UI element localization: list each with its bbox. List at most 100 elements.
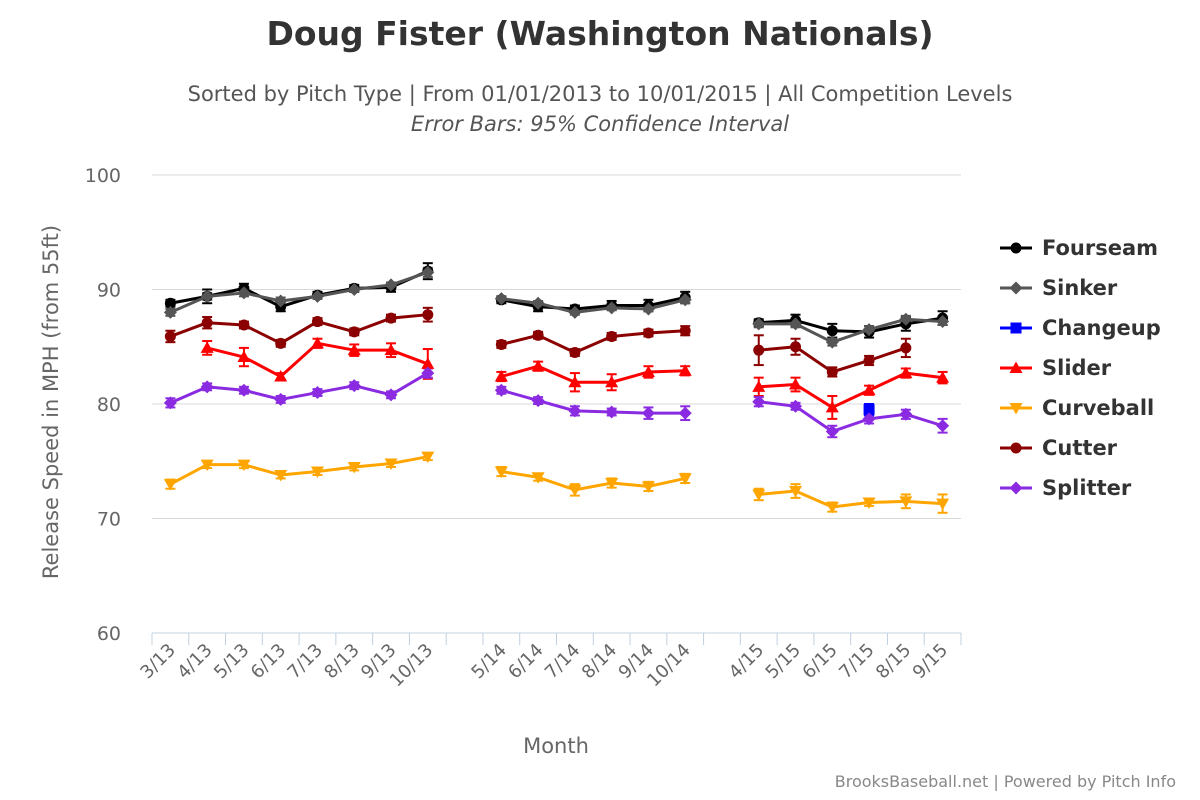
data-point-splitter [862,412,876,426]
legend-label-splitter: Splitter [1042,476,1132,500]
data-point-slider [200,341,214,353]
series-line-slider [500,364,686,384]
data-point-slider [605,375,619,388]
data-point-sinker [237,286,251,300]
data-point-sinker [605,301,619,315]
data-point-slider [421,357,435,369]
data-point-curveball [200,459,214,472]
data-point-slider [494,370,508,382]
data-point-cutter [826,366,838,378]
legend-item-splitter[interactable]: Splitter [1000,476,1132,500]
chart-subtitle-error-bars: Error Bars: 95% Confidence Interval [410,112,790,136]
series-line-splitter [758,400,944,433]
data-point-splitter [163,396,177,410]
data-point-cutter [790,341,802,353]
legend-label-cutter: Cutter [1042,436,1118,460]
data-point-slider [789,378,803,390]
x-tick-label: 8/14 [578,640,621,683]
data-point-cutter [753,344,765,356]
legend-label-curveball: Curveball [1042,396,1154,420]
data-point-fourseam [826,325,838,337]
data-point-sinker [347,283,361,296]
data-point-curveball [494,466,508,479]
data-point-splitter [825,424,839,438]
data-point-cutter [532,329,544,341]
series-line-splitter [169,371,429,405]
data-point-sinker [641,302,655,316]
legend-label-sinker: Sinker [1042,276,1118,300]
legend-marker-sinker [1009,281,1023,295]
data-point-splitter [531,394,545,408]
data-point-slider [862,383,876,396]
data-point-slider [752,380,766,392]
y-tick-label-80: 80 [97,394,121,416]
data-point-curveball [310,466,324,479]
x-tick-label: 5/14 [467,640,510,683]
data-point-cutter [311,316,323,328]
legend-item-changeup[interactable]: Changeup [1000,316,1161,340]
legend-marker-fourseam [1010,242,1022,254]
credits[interactable]: BrooksBaseball.net | Powered by Pitch In… [834,772,1176,791]
data-point-curveball [163,479,177,491]
x-tick-label: 8/15 [872,640,915,683]
legend-item-sinker[interactable]: Sinker [1000,276,1118,300]
data-point-splitter [936,419,950,433]
data-point-sinker [899,312,913,326]
data-point-cutter [164,330,176,342]
data-point-splitter [605,405,619,419]
legend-marker-splitter [1009,481,1023,495]
legend-label-changeup: Changeup [1042,316,1161,340]
data-point-sinker [752,317,766,331]
data-point-sinker [200,289,214,303]
data-point-splitter [641,406,655,420]
data-point-curveball [825,502,839,514]
series-line-curveball [501,470,686,492]
data-point-slider [936,371,950,383]
data-point-slider [825,400,839,413]
legend-item-fourseam[interactable]: Fourseam [1000,236,1158,260]
data-point-fourseam [164,297,176,309]
data-point-sinker [494,292,508,306]
data-point-sinker [163,305,177,319]
data-point-slider [384,343,398,356]
data-point-splitter [384,388,398,402]
legend-item-cutter[interactable]: Cutter [1000,436,1118,460]
data-point-splitter [494,383,508,397]
data-point-sinker [531,296,545,310]
x-tick-label: 10/13 [386,640,438,692]
legend-item-slider[interactable]: Slider [1000,356,1112,380]
data-point-curveball [678,473,692,485]
x-tick-label: 7/14 [541,640,584,683]
legend-marker-curveball [1009,403,1023,415]
series-line-curveball [758,489,943,509]
y-axis-title: Release Speed in MPH (from 55ft) [39,225,63,579]
data-point-splitter [568,404,582,418]
legend-marker-cutter [1010,442,1022,454]
data-point-sinker [862,323,876,337]
y-tick-label-90: 90 [97,280,121,302]
series-line-cutter [169,313,428,345]
data-point-cutter [238,319,250,331]
series-line-slider [758,371,943,409]
legend-label-fourseam: Fourseam [1042,236,1158,260]
data-point-cutter [348,326,360,338]
data-point-sinker [310,289,324,303]
x-axis-title: Month [523,734,589,758]
x-tick-label: 4/13 [173,640,216,683]
data-point-splitter [347,379,361,393]
data-point-cutter [569,346,581,358]
data-point-slider [678,364,692,376]
data-point-sinker [421,265,435,279]
data-point-curveball [862,497,876,509]
series-line-fourseam [758,316,943,334]
legend-item-curveball[interactable]: Curveball [1000,396,1154,420]
data-point-splitter [678,406,692,420]
legend[interactable]: Fourseam Sinker Changeup Slider Curveball Cut… [1000,236,1161,500]
series-line-cutter [500,329,686,354]
x-tick-label: 6/14 [504,640,547,683]
data-point-curveball [936,498,950,511]
data-point-curveball [605,478,619,490]
x-tick-label: 7/15 [835,640,878,683]
data-point-splitter [789,399,803,413]
data-point-sinker [789,317,803,331]
